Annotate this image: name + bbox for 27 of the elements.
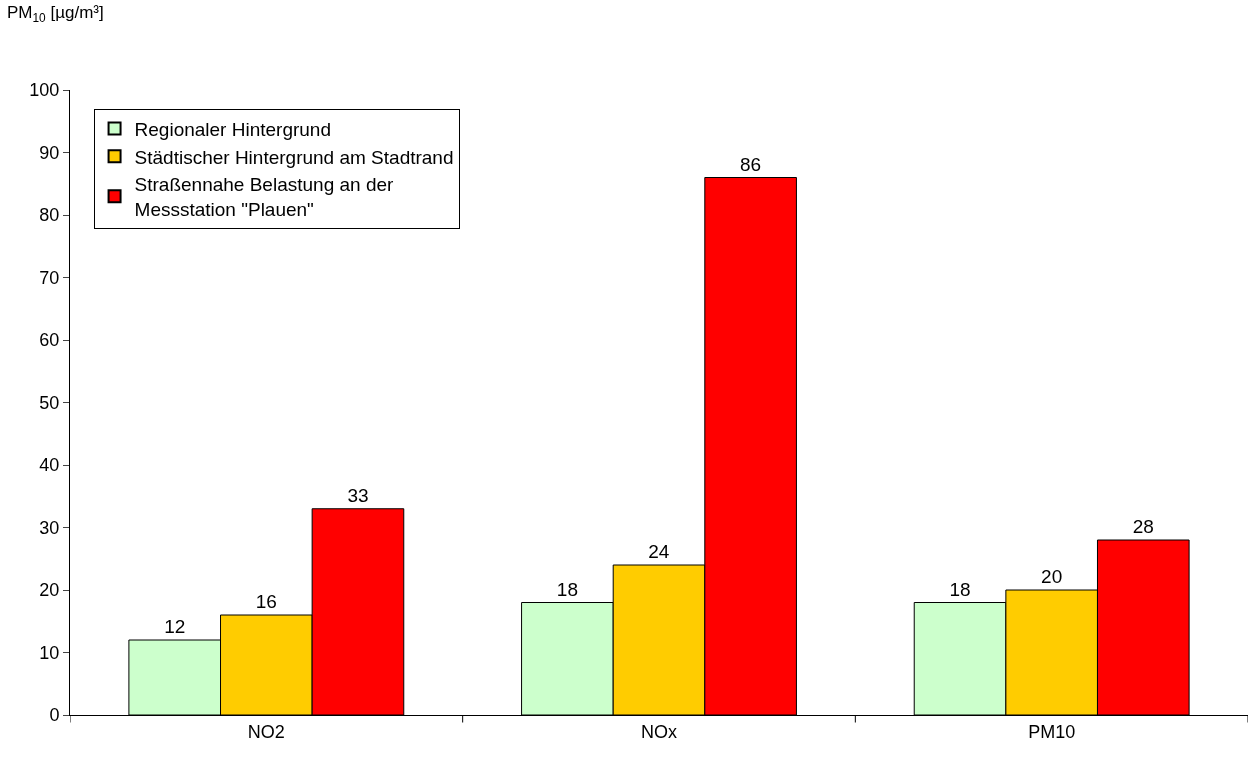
x-tick-label: NO2 — [247, 721, 285, 742]
y-tick-label: 80 — [39, 205, 60, 226]
data-label: 18 — [556, 578, 578, 600]
y-tick-label: 70 — [39, 267, 60, 288]
data-label: 18 — [949, 578, 971, 600]
data-label: 28 — [1132, 516, 1154, 537]
y-tick-label: 40 — [39, 455, 60, 476]
data-label: 24 — [648, 541, 670, 562]
data-label: 33 — [347, 484, 369, 506]
data-label: 16 — [255, 591, 277, 612]
y-tick-label: 20 — [39, 580, 60, 601]
x-tick-label: NOx — [641, 721, 677, 742]
y-tick-label: 50 — [39, 392, 60, 413]
legend-label: Städtischer Hintergrund am Stadtrand — [134, 146, 454, 168]
data-label: 20 — [1041, 566, 1063, 587]
y-tick-label: 30 — [39, 517, 60, 538]
y-tick-label: 10 — [39, 642, 60, 663]
legend-label: Regionaler Hintergrund — [134, 119, 332, 141]
y-tick-label: 0 — [49, 705, 60, 726]
data-label: 12 — [164, 616, 186, 637]
y-tick-label: 90 — [39, 142, 60, 163]
y-tick-label: 60 — [39, 330, 60, 351]
legend-label: Straßennahe Belastung an der Messstation "Plauen" — [134, 174, 395, 221]
data-label: 86 — [740, 153, 762, 175]
y-tick-label: 100 — [29, 80, 60, 101]
y-axis-title: PM$_{10}$ [µg/m³] — [7, 3, 104, 25]
x-tick-label: PM10 — [1028, 721, 1076, 742]
